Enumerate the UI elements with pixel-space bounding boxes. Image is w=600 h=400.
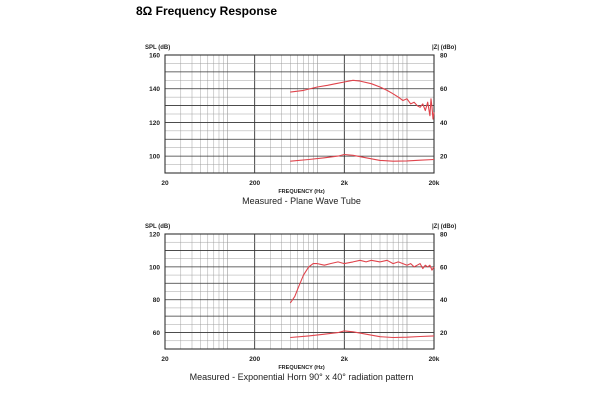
spl-curve	[290, 79, 435, 120]
impedance-curve	[290, 153, 435, 162]
x-tick-label: 20k	[429, 180, 440, 187]
y-tick-label: 120	[149, 120, 160, 127]
y2-tick-label: 60	[440, 86, 448, 93]
x-tick-label: 2k	[341, 356, 349, 363]
x-tick-label: 200	[249, 180, 260, 187]
y2-tick-label: 60	[440, 264, 448, 271]
y2-tick-label: 20	[440, 330, 448, 337]
y2-tick-label: 80	[440, 232, 448, 239]
x-axis-title: FREQUENCY (Hz)	[278, 365, 325, 371]
x-axis-title: FREQUENCY (Hz)	[278, 189, 325, 195]
x-tick-label: 200	[249, 356, 260, 363]
y-axis-label: SPL (dB)	[145, 45, 170, 51]
y-tick-label: 160	[149, 53, 160, 60]
y-axis-label: SPL (dB)	[145, 224, 170, 230]
frequency-response-chart-exponential-horn: SPL (dB) 60 80 100 120 |Z| (dBo) 20 40 60 80 20 200…	[145, 224, 456, 382]
y2-axis-label: |Z| (dBo)	[432, 224, 456, 230]
y-tick-label: 140	[149, 86, 160, 93]
x-tick-label: 2k	[341, 180, 349, 187]
page-title: 8Ω Frequency Response	[136, 4, 277, 18]
y2-axis-label: |Z| (dBo)	[432, 45, 456, 51]
frequency-response-chart-plane-wave: SPL (dB) 100 120 140 160 |Z| (dBo) 20 40 60 80 20 2…	[145, 45, 456, 206]
y2-tick-label: 80	[440, 53, 448, 60]
y-tick-label: 120	[149, 232, 160, 239]
x-tick-label: 20k	[429, 356, 440, 363]
y2-tick-label: 40	[440, 297, 448, 304]
y-tick-label: 60	[153, 330, 161, 337]
impedance-curve	[290, 330, 435, 339]
y-tick-label: 100	[149, 264, 160, 271]
spl-curve	[289, 259, 435, 304]
plot-frame	[164, 233, 435, 350]
x-tick-label: 20	[161, 356, 169, 363]
y-tick-label: 80	[153, 297, 161, 304]
y2-tick-label: 40	[440, 120, 448, 127]
y2-tick-label: 20	[440, 154, 448, 161]
y-tick-label: 100	[149, 154, 160, 161]
x-tick-label: 20	[161, 180, 169, 187]
chart-title: Measured - Exponential Horn 90° x 40° ra…	[190, 372, 414, 382]
chart-title: Measured - Plane Wave Tube	[242, 196, 361, 206]
